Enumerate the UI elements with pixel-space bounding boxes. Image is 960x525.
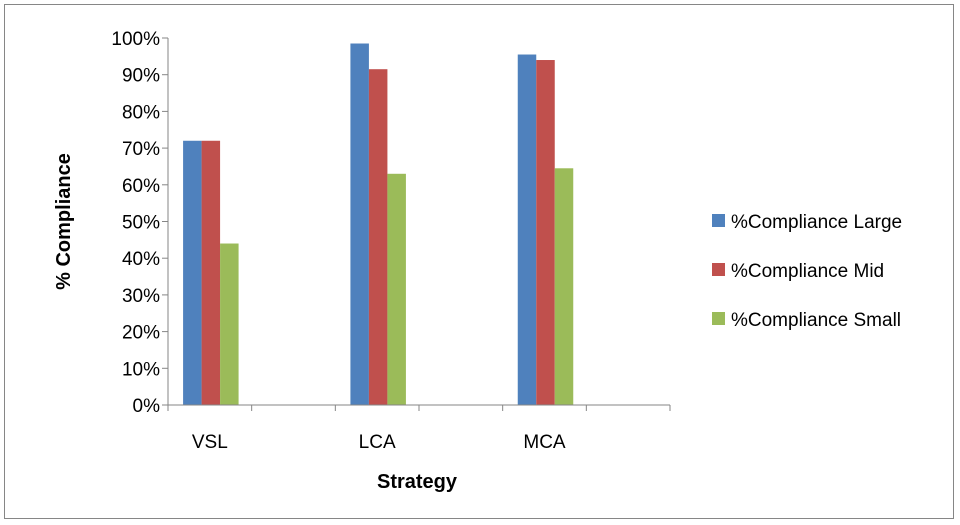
legend: %Compliance Large %Compliance Mid %Complia…	[712, 212, 902, 331]
y-tick-label: 60%	[122, 176, 160, 197]
x-axis-ticks: VSL LCA MCA	[192, 432, 566, 453]
y-axis-ticks: 0% 10% 20% 30% 40% 50% 60% 70% 80% 90% 100%	[111, 29, 168, 417]
y-tick-label: 40%	[122, 249, 160, 270]
legend-swatch	[712, 263, 725, 276]
x-axis-title: Strategy	[377, 471, 458, 493]
y-tick-label: 100%	[111, 29, 160, 50]
chart-frame	[4, 4, 954, 519]
y-tick-label: 30%	[122, 286, 160, 307]
y-tick-label: 70%	[122, 139, 160, 160]
x-tick-label: MCA	[523, 432, 566, 453]
y-tick-label: 20%	[122, 323, 160, 344]
bar-mca-2	[536, 60, 555, 406]
y-tick-label: 90%	[122, 66, 160, 87]
y-tick-label: 80%	[122, 102, 160, 123]
bar-mca-3	[554, 168, 574, 405]
legend-label: %Compliance Mid	[731, 261, 884, 282]
bars	[183, 43, 574, 406]
bar-lca-2	[368, 69, 388, 405]
legend-label: %Compliance Large	[731, 212, 902, 233]
bar-mca-1	[517, 54, 537, 405]
legend-label: %Compliance Small	[731, 310, 901, 331]
y-axis-title: % Compliance	[53, 153, 75, 290]
bar-lca-3	[387, 173, 406, 405]
legend-swatch	[712, 214, 725, 227]
bar-vsl-3	[220, 243, 239, 405]
bar-vsl-2	[201, 140, 221, 405]
y-tick-label: 50%	[122, 213, 160, 234]
x-tick-label: VSL	[192, 432, 228, 453]
bar-vsl-1	[183, 140, 202, 405]
y-tick-label: 10%	[122, 359, 160, 380]
bar-lca-1	[350, 43, 369, 405]
axes	[167, 38, 671, 411]
y-tick-label: 0%	[133, 396, 161, 417]
x-tick-label: LCA	[359, 432, 396, 453]
legend-swatch	[712, 312, 725, 325]
